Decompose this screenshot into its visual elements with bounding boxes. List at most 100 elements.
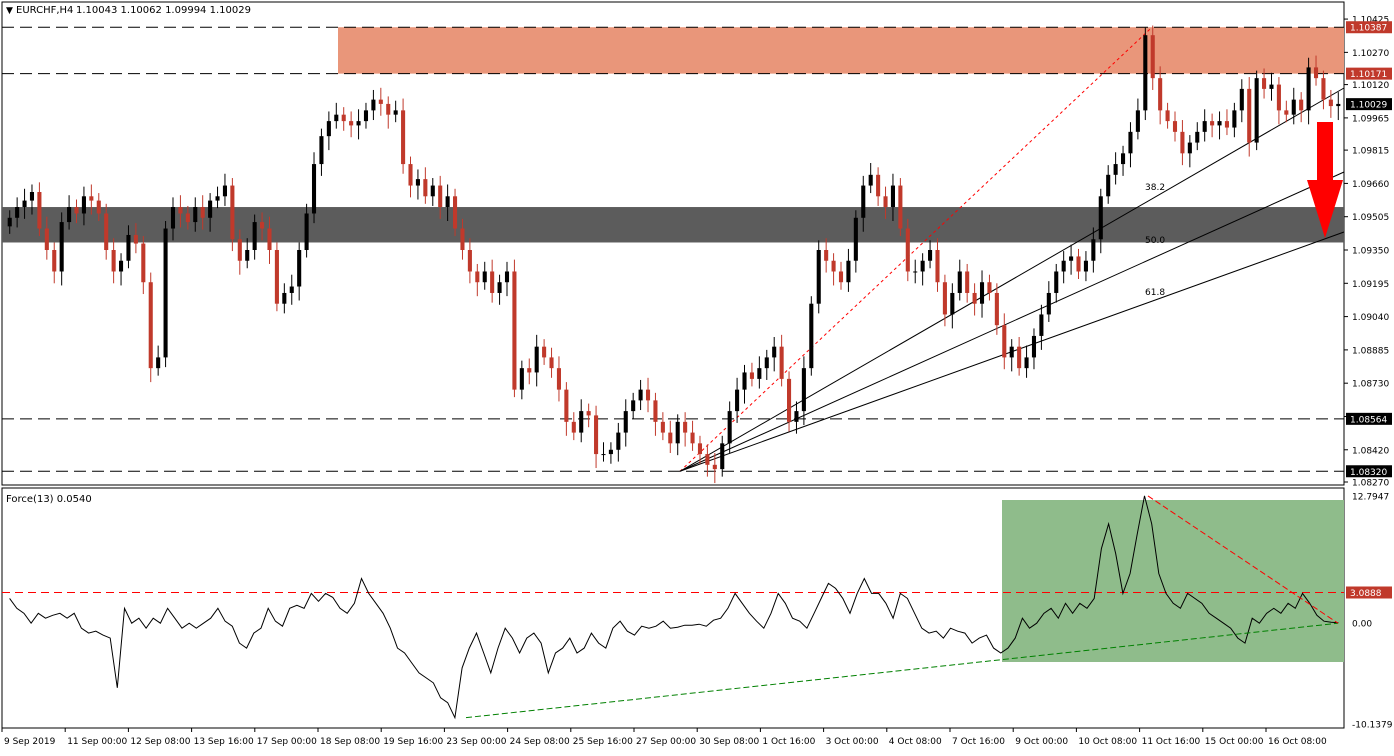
y-tick-label: 1.10120: [1352, 81, 1389, 91]
candle-body: [430, 185, 435, 197]
candle-body: [579, 411, 584, 433]
candle-body: [1262, 78, 1267, 89]
candle-body: [549, 357, 554, 369]
x-tick-label: 9 Sep 2019: [4, 737, 56, 747]
candle-body: [1017, 346, 1022, 369]
candle-body: [1106, 174, 1111, 197]
y-tick-label: 1.08730: [1352, 380, 1389, 390]
x-tick-label: 15 Oct 00:00: [1205, 737, 1264, 747]
x-tick-label: 12 Sep 08:00: [130, 737, 190, 747]
candle-body: [475, 271, 480, 283]
x-tick-label: 9 Oct 00:00: [1015, 737, 1068, 747]
x-tick-label: 24 Sep 08:00: [510, 737, 570, 747]
candle-body: [1254, 78, 1259, 143]
y-axis-ticks: 1.10425 1.10270 1.10120 1.09965 1.09815 1.096…: [1344, 16, 1393, 731]
candle-body: [913, 271, 918, 273]
candle-body: [1217, 121, 1222, 126]
candle-body: [824, 250, 829, 261]
candle-body: [215, 196, 220, 201]
x-axis-ticks: 9 Sep 2019 11 Sep 00:00 12 Sep 08:00 13 Sep…: [1, 728, 1327, 747]
candle-body: [794, 411, 799, 422]
price-box: [1346, 412, 1392, 425]
chart-triangle-icon[interactable]: ▼: [6, 6, 13, 16]
candle-body: [1232, 110, 1237, 128]
candles: [7, 25, 1341, 484]
candle-body: [378, 99, 383, 104]
candle-body: [490, 271, 495, 293]
candle-body: [104, 213, 109, 250]
candle-body: [1098, 196, 1103, 240]
candle-body: [230, 185, 235, 240]
y-tick-label: 1.10270: [1352, 49, 1389, 59]
candle-body: [29, 192, 35, 201]
candle-body: [816, 250, 821, 304]
candle-body: [809, 303, 814, 369]
candle-body: [608, 449, 613, 455]
candle-body: [720, 443, 725, 470]
candle-body: [653, 400, 658, 422]
candle-body: [267, 228, 272, 250]
price-box: [1346, 67, 1392, 80]
candle-body: [868, 174, 873, 186]
candle-body: [1061, 260, 1066, 272]
candle-body: [683, 421, 688, 433]
x-tick-label: 11 Sep 00:00: [67, 737, 127, 747]
candle-body: [571, 421, 576, 433]
candle-body: [749, 372, 754, 379]
candle-body: [1202, 121, 1207, 132]
candle-body: [200, 207, 205, 218]
force-up-trendline: [465, 622, 1339, 719]
y-tick-label: 1.09040: [1352, 313, 1389, 323]
candle-body: [15, 207, 20, 218]
candle-body: [222, 185, 227, 197]
candle-body: [334, 114, 339, 122]
y-tick-label: 1.09195: [1352, 280, 1389, 290]
candle-body: [556, 368, 561, 390]
candle-body: [81, 196, 86, 214]
candle-body: [141, 243, 146, 283]
candle-body: [326, 121, 331, 137]
candle-body: [126, 234, 131, 261]
candle-body: [1054, 271, 1059, 293]
candle-body: [1224, 121, 1229, 128]
candle-body: [1009, 346, 1014, 358]
candle-body: [1128, 131, 1133, 154]
candle-body: [668, 432, 673, 444]
force-line: [9, 495, 1339, 720]
candle-body: [742, 372, 747, 390]
candle-body: [1121, 153, 1126, 165]
candle-body: [297, 250, 302, 287]
candle-body: [1083, 260, 1088, 272]
candle-body: [193, 207, 198, 223]
candle-body: [1180, 131, 1185, 154]
candle-body: [304, 213, 309, 250]
force-y-tick-label: 0.00: [1352, 620, 1372, 630]
candle-body: [928, 250, 933, 261]
candle-body: [386, 103, 391, 115]
candle-body: [1069, 256, 1074, 261]
candle-body: [1306, 67, 1311, 111]
candle-body: [705, 454, 710, 465]
force-y-tick-label: -10.1379: [1352, 721, 1393, 731]
candle-body: [22, 200, 27, 208]
candle-body: [831, 260, 836, 272]
candle-body: [905, 228, 910, 272]
x-tick-label: 11 Oct 16:00: [1142, 737, 1201, 747]
y-tick-label: 1.08270: [1352, 479, 1389, 489]
y-tick-label: 1.09505: [1352, 213, 1389, 223]
candle-body: [1210, 121, 1215, 126]
candle-body: [779, 346, 784, 379]
candle-body: [423, 179, 428, 197]
candle-body: [1076, 256, 1081, 272]
fib-label-61: 61.8: [1145, 288, 1165, 298]
candle-body: [542, 346, 547, 358]
candle-body: [237, 239, 242, 261]
candle-body: [994, 292, 999, 326]
force-down-trendline: [1147, 495, 1339, 624]
candle-body: [972, 292, 977, 304]
candle-body: [1321, 78, 1326, 100]
candle-body: [527, 368, 532, 373]
candle-body: [37, 192, 42, 229]
candle-body: [245, 250, 250, 261]
